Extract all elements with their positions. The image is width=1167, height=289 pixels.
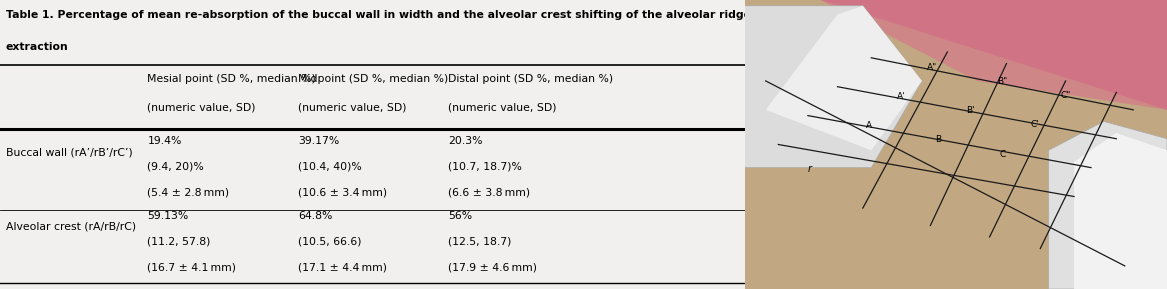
Text: Mesial point (SD %, median %): Mesial point (SD %, median %) (147, 74, 316, 84)
Text: C: C (1000, 150, 1006, 159)
Text: 39.17%: 39.17% (298, 136, 340, 146)
Text: A": A" (928, 63, 937, 73)
Text: (10.7, 18.7)%: (10.7, 18.7)% (448, 162, 522, 172)
Polygon shape (745, 6, 922, 168)
Text: (10.4, 40)%: (10.4, 40)% (298, 162, 362, 172)
Text: A: A (866, 121, 872, 130)
Text: B': B' (966, 106, 974, 115)
Polygon shape (820, 0, 1167, 110)
Text: 20.3%: 20.3% (448, 136, 483, 146)
Polygon shape (820, 0, 1167, 110)
Polygon shape (1049, 121, 1167, 289)
Text: B: B (935, 135, 941, 144)
Text: Buccal wall (rA’/rB’/rC’): Buccal wall (rA’/rB’/rC’) (6, 147, 133, 158)
Text: (10.6 ± 3.4 mm): (10.6 ± 3.4 mm) (298, 188, 387, 198)
Text: (12.5, 18.7): (12.5, 18.7) (448, 237, 511, 247)
Text: (5.4 ± 2.8 mm): (5.4 ± 2.8 mm) (147, 188, 230, 198)
Text: 59.13%: 59.13% (147, 211, 189, 221)
Text: Distal point (SD %, median %): Distal point (SD %, median %) (448, 74, 614, 84)
Text: (numeric value, SD): (numeric value, SD) (298, 103, 406, 113)
Text: A': A' (896, 92, 906, 101)
Text: extraction: extraction (6, 42, 69, 52)
Text: (17.1 ± 4.4 mm): (17.1 ± 4.4 mm) (298, 263, 386, 273)
Text: (9.4, 20)%: (9.4, 20)% (147, 162, 204, 172)
Text: Table 1. Percentage of mean re-absorption of the buccal wall in width and the al: Table 1. Percentage of mean re-absorptio… (6, 10, 934, 20)
Text: (numeric value, SD): (numeric value, SD) (147, 103, 256, 113)
Text: (numeric value, SD): (numeric value, SD) (448, 103, 557, 113)
Text: B": B" (997, 77, 1007, 86)
Text: r: r (808, 164, 812, 174)
Text: (10.5, 66.6): (10.5, 66.6) (298, 237, 362, 247)
Text: C": C" (1061, 91, 1071, 100)
Polygon shape (1074, 133, 1167, 289)
Text: Midpoint (SD %, median %): Midpoint (SD %, median %) (298, 74, 448, 84)
Polygon shape (766, 6, 922, 150)
Text: (16.7 ± 4.1 mm): (16.7 ± 4.1 mm) (147, 263, 237, 273)
Text: (11.2, 57.8): (11.2, 57.8) (147, 237, 211, 247)
Text: 19.4%: 19.4% (147, 136, 182, 146)
Text: 56%: 56% (448, 211, 473, 221)
Text: 64.8%: 64.8% (298, 211, 333, 221)
Text: Alveolar crest (rA/rB/rC): Alveolar crest (rA/rB/rC) (6, 221, 137, 231)
Text: C': C' (1030, 120, 1040, 129)
Text: (17.9 ± 4.6 mm): (17.9 ± 4.6 mm) (448, 263, 537, 273)
Text: (6.6 ± 3.8 mm): (6.6 ± 3.8 mm) (448, 188, 530, 198)
